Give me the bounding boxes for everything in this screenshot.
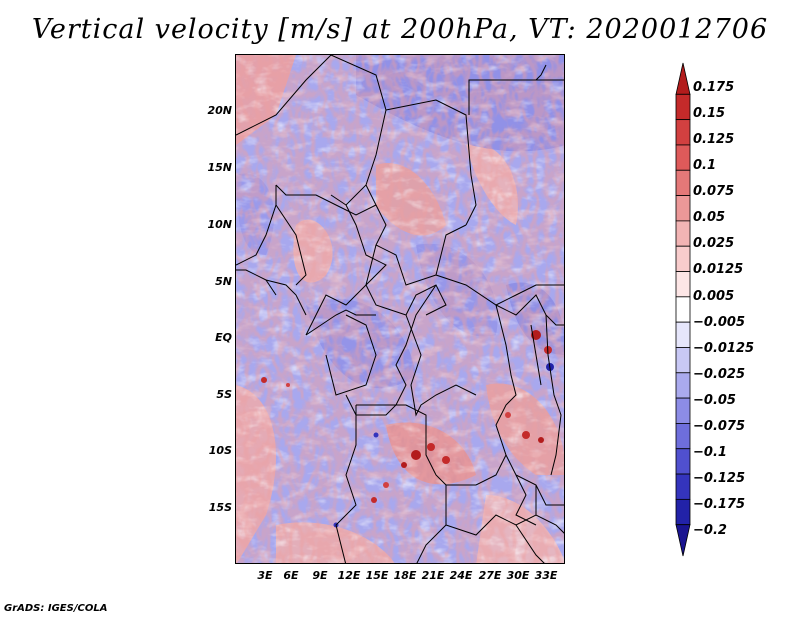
colorbar-label: −0.005 <box>693 315 746 330</box>
colorbar-label: −0.1 <box>693 445 727 460</box>
lat-label-10s: 10S <box>208 444 232 457</box>
colorbar-label: −0.175 <box>693 497 746 512</box>
colorbar <box>675 62 691 557</box>
colorbar-swatch <box>675 144 691 171</box>
lon-label-3e: 3E <box>257 569 273 582</box>
colorbar-label: 0.075 <box>693 184 735 199</box>
colorbar-arrow-top <box>675 62 691 95</box>
lat-label-eq: EQ <box>215 331 232 344</box>
colorbar-swatch <box>675 271 691 298</box>
lat-label-5n: 5N <box>215 275 232 288</box>
colorbar-label: 0.0125 <box>693 262 744 277</box>
colorbar-label: 0.025 <box>693 236 735 251</box>
colorbar-label: −0.0125 <box>693 341 755 356</box>
colorbar-label: −0.2 <box>693 523 727 538</box>
lon-label-15e: 15E <box>365 569 389 582</box>
colorbar-swatch <box>675 473 691 500</box>
lat-label-10n: 10N <box>207 218 232 231</box>
colorbar-arrow-bottom <box>675 524 691 557</box>
grads-credit: GrADS: IGES/COLA <box>4 603 108 614</box>
vertical-velocity-field <box>236 55 564 563</box>
lon-label-18e: 18E <box>393 569 417 582</box>
colorbar-swatch <box>675 347 691 374</box>
colorbar-label: −0.025 <box>693 367 746 382</box>
colorbar-label: 0.05 <box>693 210 726 225</box>
lat-label-5s: 5S <box>216 388 232 401</box>
colorbar-swatch <box>675 448 691 475</box>
colorbar-label: −0.075 <box>693 419 746 434</box>
field-texture-red <box>236 55 564 563</box>
colorbar-swatch <box>675 321 691 348</box>
colorbar-swatch <box>675 397 691 424</box>
colorbar-label: 0.005 <box>693 289 735 304</box>
lat-label-15n: 15N <box>207 161 232 174</box>
lon-label-21e: 21E <box>421 569 445 582</box>
lon-label-30e: 30E <box>506 569 530 582</box>
colorbar-label: 0.125 <box>693 132 735 147</box>
lon-label-27e: 27E <box>478 569 502 582</box>
lon-label-6e: 6E <box>283 569 299 582</box>
colorbar-label: 0.15 <box>693 106 726 121</box>
colorbar-swatch <box>675 93 691 121</box>
colorbar-label: −0.125 <box>693 471 746 486</box>
colorbar-swatch <box>675 119 691 146</box>
colorbar-swatch <box>675 296 691 323</box>
colorbar-swatch <box>675 220 691 247</box>
colorbar-swatch <box>675 195 691 222</box>
colorbar-label: 0.1 <box>693 158 717 173</box>
lon-label-12e: 12E <box>337 569 361 582</box>
colorbar-swatch <box>675 423 691 450</box>
colorbar-label: 0.175 <box>693 80 735 95</box>
country-borders <box>236 55 564 563</box>
lat-label-20n: 20N <box>207 104 232 117</box>
map-panel <box>235 54 565 564</box>
lat-label-15s: 15S <box>208 501 232 514</box>
colorbar-label: −0.05 <box>693 393 736 408</box>
lon-label-9e: 9E <box>312 569 328 582</box>
chart-title: Vertical velocity [m/s] at 200hPa, VT: 2… <box>31 14 769 45</box>
colorbar-swatch <box>675 169 691 196</box>
colorbar-swatch <box>675 372 691 399</box>
colorbar-swatch <box>675 498 691 526</box>
colorbar-swatch <box>675 245 691 272</box>
lon-label-24e: 24E <box>449 569 473 582</box>
lon-label-33e: 33E <box>534 569 558 582</box>
